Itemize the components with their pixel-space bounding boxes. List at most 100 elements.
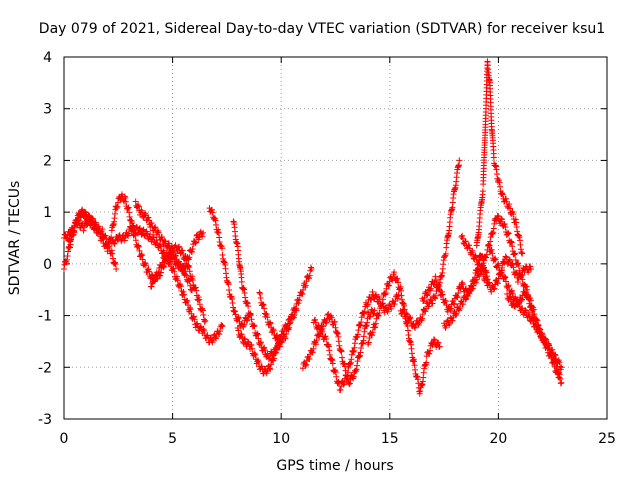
data-point [438, 288, 445, 295]
data-point [328, 314, 335, 321]
data-point [64, 256, 71, 263]
data-point [286, 324, 293, 331]
data-point [438, 292, 445, 299]
data-point [419, 315, 426, 322]
data-point [138, 231, 145, 238]
data-point [499, 267, 506, 274]
data-point [491, 285, 498, 292]
data-point [487, 238, 494, 245]
data-point [132, 232, 139, 239]
data-point [475, 272, 482, 279]
data-point [491, 220, 498, 227]
data-point [432, 292, 439, 299]
data-point [145, 214, 152, 221]
series-track-g [147, 228, 207, 290]
data-point [194, 320, 201, 327]
data-point [406, 314, 413, 321]
data-point [371, 324, 378, 331]
data-point [312, 316, 319, 323]
data-point [470, 282, 477, 289]
data-point [302, 282, 309, 289]
data-point [485, 241, 492, 248]
data-point [368, 297, 375, 304]
y-tick-label: -2 [38, 360, 52, 376]
data-point [241, 335, 248, 342]
data-point [453, 294, 460, 301]
data-point [199, 307, 206, 314]
data-point [395, 291, 402, 298]
data-point [146, 268, 153, 275]
data-point [118, 237, 125, 244]
data-point [351, 344, 358, 351]
series-track-k [256, 264, 315, 346]
data-point [241, 321, 248, 328]
data-point [391, 301, 398, 308]
data-point [451, 301, 458, 308]
data-point [531, 311, 538, 318]
data-point [466, 242, 473, 249]
data-point [147, 231, 154, 238]
data-point [229, 299, 236, 306]
data-point [246, 311, 253, 318]
data-point [132, 198, 139, 205]
data-point [174, 277, 181, 284]
data-point [313, 337, 320, 344]
data-point [521, 290, 528, 297]
data-point [209, 206, 216, 213]
data-point [249, 345, 256, 352]
data-point [435, 339, 442, 346]
data-point [541, 336, 548, 343]
data-point [186, 268, 193, 275]
data-point [452, 312, 459, 319]
data-point [257, 340, 264, 347]
data-point [382, 290, 389, 297]
data-point [483, 251, 490, 258]
data-point [325, 343, 332, 350]
data-point [515, 301, 522, 308]
data-point [201, 327, 208, 334]
data-point [513, 270, 520, 277]
data-point [512, 269, 519, 276]
data-point [491, 255, 498, 262]
data-point [284, 325, 291, 332]
data-point [251, 323, 258, 330]
data-point [344, 369, 351, 376]
x-tick-label: 15 [381, 431, 399, 447]
data-point [263, 370, 270, 377]
data-point [75, 216, 82, 223]
data-point [332, 369, 339, 376]
data-point [498, 215, 505, 222]
data-point [156, 242, 163, 249]
data-point [503, 195, 510, 202]
data-point [342, 363, 349, 370]
data-point [152, 276, 159, 283]
data-point [505, 282, 512, 289]
data-point [83, 222, 90, 229]
data-point [190, 313, 197, 320]
data-point [181, 265, 188, 272]
data-point [96, 229, 103, 236]
data-point [364, 301, 371, 308]
data-point [258, 339, 264, 346]
series-track-i [230, 218, 285, 362]
data-point [483, 254, 490, 261]
data-point [502, 274, 509, 281]
data-point [505, 230, 512, 237]
data-point [104, 248, 111, 255]
data-point [391, 269, 398, 276]
data-point [442, 250, 449, 257]
data-point [218, 323, 225, 330]
x-tick-label: 25 [598, 431, 616, 447]
data-point [219, 322, 226, 329]
data-point [548, 355, 555, 362]
data-point [509, 290, 516, 297]
data-point [502, 253, 509, 260]
data-point [109, 250, 116, 257]
data-point [494, 280, 501, 287]
axis-ticks: 0 5 10 15 20 25 -3 -2 -1 0 1 2 3 4 [38, 50, 616, 447]
data-point [486, 279, 493, 286]
series-track-f [132, 198, 209, 325]
data-point [170, 252, 177, 259]
data-point [415, 321, 422, 328]
data-point [480, 262, 487, 269]
